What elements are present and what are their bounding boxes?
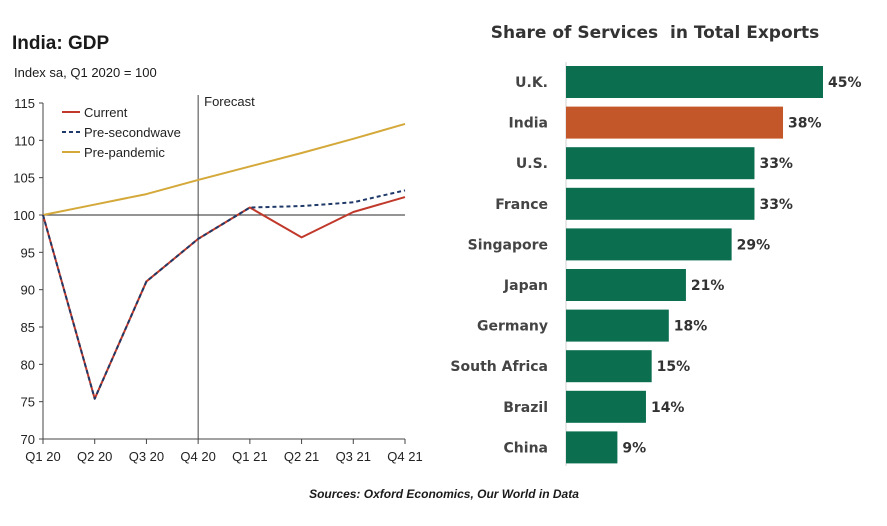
legend-label: Pre-secondwave	[84, 125, 181, 140]
gdp-axes: 70 75 80 85 90 95 100 105 110 115 Q1 20 Q2 20 Q3 20 Q…	[13, 94, 422, 464]
x-tick-label: Q3 20	[129, 449, 164, 464]
bar-category-label: China	[504, 440, 548, 456]
y-tick-label: 70	[21, 432, 35, 447]
series-line-pre-pandemic	[42, 122, 406, 216]
y-tick-label: 80	[21, 357, 35, 372]
bar-category-label: Brazil	[503, 400, 548, 416]
y-tick-label: 85	[21, 320, 35, 335]
y-tick-label: 90	[21, 283, 35, 298]
bar-category-label: France	[495, 197, 548, 213]
legend-label: Pre-pandemic	[84, 145, 165, 160]
gdp-chart-subtitle: Index sa, Q1 2020 = 100	[14, 65, 157, 80]
series-line-pre-secondwave	[42, 189, 406, 400]
gdp-chart-title: India: GDP	[12, 33, 109, 54]
bar-category-label: Germany	[477, 319, 548, 335]
bar	[566, 431, 618, 464]
y-tick-label: 110	[14, 133, 35, 148]
x-tick-label: Q1 21	[232, 449, 267, 464]
y-tick-label: 95	[21, 245, 35, 260]
bars: U.K. 45% India 38% U.S. 33% France 33% Singapore…	[450, 66, 862, 464]
bar-value-label: 33%	[759, 197, 793, 213]
bar-category-label: Singapore	[468, 237, 548, 253]
forecast-label: Forecast	[204, 94, 255, 109]
bar-value-label: 33%	[759, 156, 793, 172]
bar	[566, 187, 755, 220]
x-tick-label: Q2 20	[77, 449, 112, 464]
x-tick-label: Q4 20	[180, 449, 215, 464]
bar-value-label: 15%	[657, 359, 691, 375]
bar-value-label: 9%	[622, 440, 646, 456]
bar	[566, 269, 686, 301]
x-tick-label: Q2 21	[284, 449, 319, 464]
source-note: Sources: Oxford Economics, Our World in …	[309, 487, 579, 501]
bar-value-label: 45%	[828, 75, 862, 91]
series-line-current	[42, 196, 406, 400]
bar	[566, 309, 669, 342]
services-share-chart: Share of Services in Total Exports U.K. 4…	[450, 23, 862, 466]
bar	[566, 350, 652, 383]
bar	[566, 106, 784, 139]
bar-value-label: 21%	[691, 278, 725, 294]
bar-value-label: 38%	[788, 116, 822, 132]
bar-value-label: 18%	[674, 319, 708, 335]
x-tick-label: Q1 20	[25, 449, 60, 464]
bar-category-label: South Africa	[450, 359, 548, 375]
gdp-legend: Current Pre-secondwave Pre-pandemic	[62, 105, 181, 160]
bar	[566, 66, 823, 98]
bar	[566, 228, 732, 261]
y-tick-label: 105	[13, 171, 35, 186]
y-tick-label: 100	[13, 208, 35, 223]
y-tick-label: 75	[21, 395, 35, 410]
bar-category-label: Japan	[503, 278, 548, 294]
bar	[566, 390, 646, 423]
bar-category-label: U.S.	[516, 156, 548, 172]
legend-label: Current	[84, 105, 128, 120]
bar-category-label: India	[509, 116, 548, 132]
gdp-lines	[42, 122, 406, 400]
y-tick-label: 115	[14, 96, 35, 111]
gdp-chart: India: GDP Index sa, Q1 2020 = 100 70 75 8…	[12, 33, 423, 464]
bar-category-label: U.K.	[515, 75, 548, 91]
x-tick-label: Q4 21	[387, 449, 422, 464]
bar-value-label: 29%	[737, 237, 771, 253]
bar-value-label: 14%	[651, 400, 685, 416]
services-chart-title: Share of Services in Total Exports	[491, 23, 820, 43]
bar	[566, 147, 755, 180]
x-tick-label: Q3 21	[336, 449, 371, 464]
